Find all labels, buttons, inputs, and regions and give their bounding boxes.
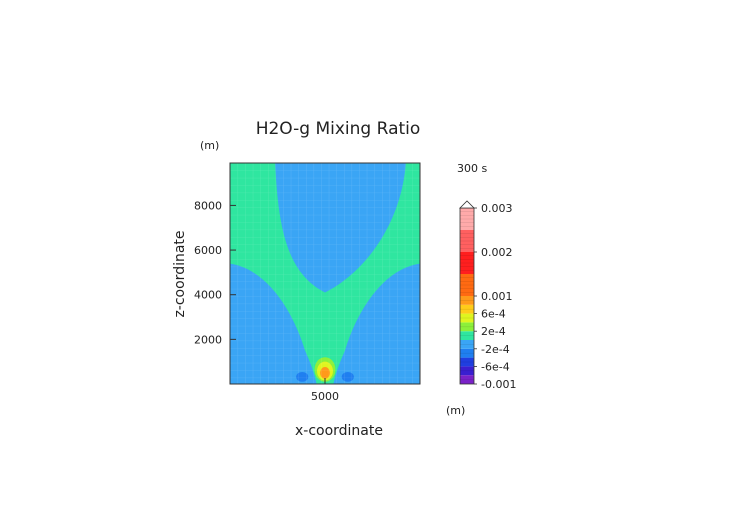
x-tick-label-0: 5000 [311,390,339,403]
x-unit-label: (m) [446,404,465,417]
y-unit-label: (m) [200,139,219,152]
colorbar-band-6 [460,322,474,332]
colorbar-label-7: -0.001 [481,378,516,391]
y-axis-title: z-coordinate [172,230,188,317]
chart-title: H2O-g Mixing Ratio [256,119,421,139]
x-ticks: 5000 [311,378,339,403]
colorbar-label-6: -6e-4 [481,360,510,373]
y-tick-label-2: 6000 [194,244,222,257]
colorbar-band-0 [460,375,474,384]
time-label: 300 s [457,162,487,175]
colorbar-label-1: 0.002 [481,246,513,259]
y-tick-label-0: 2000 [194,333,222,346]
colorbar-label-4: 2e-4 [481,325,506,338]
colorbar-band-2 [460,357,474,367]
y-tick-label-3: 8000 [194,199,222,212]
colorbar-band-10 [460,274,474,296]
colorbar-band-5 [460,331,474,340]
y-tick-label-1: 4000 [194,289,222,302]
colorbar-band-13 [460,208,474,230]
colorbar-band-8 [460,304,474,314]
plot-grid [230,163,420,384]
x-axis-title: x-coordinate [295,423,383,439]
colorbar-band-7 [460,313,474,323]
colorbar-band-4 [460,340,474,349]
colorbar-band-3 [460,348,474,358]
colorbar-band-11 [460,252,474,274]
colorbar: 0.003 0.002 0.001 6e-4 2e-4 -2e-4 -6e-4 -0.001 [459,200,516,391]
colorbar-band-9 [460,296,474,305]
y-ticks: 2000 4000 6000 8000 [194,199,236,346]
colorbar-band-1 [460,366,474,376]
colorbar-label-3: 6e-4 [481,308,506,321]
colorbar-band-12 [460,230,474,252]
colorbar-over-arrow [459,200,475,209]
colorbar-label-5: -2e-4 [481,343,510,356]
colorbar-label-0: 0.003 [481,202,513,215]
colorbar-label-2: 0.001 [481,290,513,303]
plot-area [230,163,420,384]
